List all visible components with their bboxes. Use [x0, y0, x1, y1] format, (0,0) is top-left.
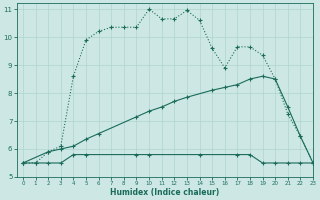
X-axis label: Humidex (Indice chaleur): Humidex (Indice chaleur) — [110, 188, 220, 197]
